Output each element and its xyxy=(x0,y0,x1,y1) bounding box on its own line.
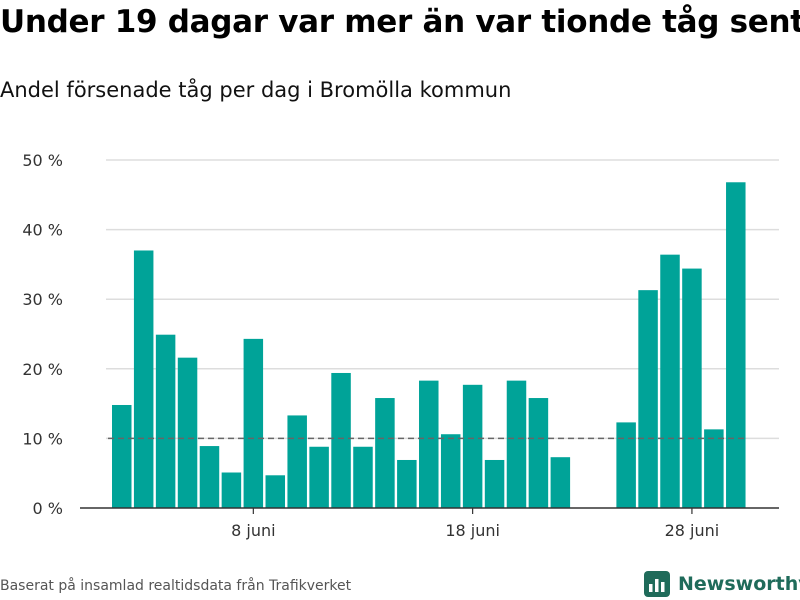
bars xyxy=(112,182,746,509)
bar xyxy=(550,457,571,508)
bar xyxy=(287,415,307,508)
brand-name: Newsworthy xyxy=(678,573,800,595)
bar xyxy=(221,472,242,508)
x-tick-label: 28 juni xyxy=(665,521,720,540)
bar xyxy=(638,290,658,508)
chart-subtitle: Andel försenade tåg per dag i Bromölla k… xyxy=(0,78,512,102)
bar xyxy=(375,398,395,508)
y-tick-label: 50 % xyxy=(22,151,63,170)
bar xyxy=(616,422,636,508)
x-tick-label: 18 juni xyxy=(445,521,500,540)
bar xyxy=(177,357,198,508)
bar xyxy=(397,459,417,508)
source-note: Baserat på insamlad realtidsdata från Tr… xyxy=(0,578,352,594)
bar xyxy=(419,380,439,508)
y-tick-label: 20 % xyxy=(22,360,63,379)
bar xyxy=(704,429,724,508)
bar xyxy=(484,459,505,508)
bar xyxy=(682,268,702,508)
chart-title: Under 19 dagar var mer än var tionde tåg… xyxy=(0,4,800,40)
bar xyxy=(112,404,132,508)
bar xyxy=(528,398,549,508)
bar xyxy=(133,250,154,509)
brand-logo: Newsworthy xyxy=(644,569,800,599)
bar xyxy=(199,446,220,508)
newsworthy-logo-icon xyxy=(644,571,670,597)
bar xyxy=(331,372,351,508)
bar xyxy=(243,338,264,508)
y-tick-label: 0 % xyxy=(33,499,63,518)
bar xyxy=(309,446,329,508)
bar xyxy=(353,446,373,508)
bar xyxy=(440,434,461,508)
bar xyxy=(462,384,483,508)
y-tick-label: 10 % xyxy=(22,429,63,448)
bar xyxy=(506,380,527,508)
bar xyxy=(660,254,680,508)
axes: 0 % 10 % 20 % 30 % 40 % 50 % 8 juni 18 juni 28 j… xyxy=(22,151,779,540)
bar xyxy=(726,182,746,508)
x-tick-label: 8 juni xyxy=(231,521,275,540)
bar xyxy=(265,475,286,508)
y-tick-label: 30 % xyxy=(22,290,63,309)
y-tick-label: 40 % xyxy=(22,221,63,240)
bar xyxy=(155,334,176,508)
